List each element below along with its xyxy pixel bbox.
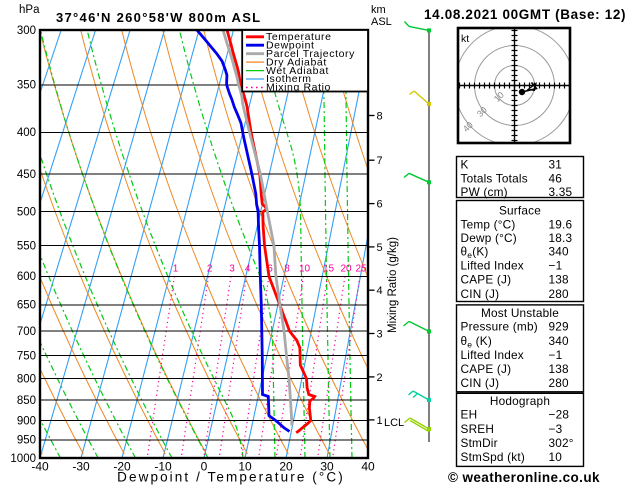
svg-text:14.08.2021 00GMT (Base: 12): 14.08.2021 00GMT (Base: 12) xyxy=(424,7,626,22)
svg-text:StmSpd (kt): StmSpd (kt) xyxy=(461,450,525,464)
svg-text:1: 1 xyxy=(173,264,179,275)
svg-text:Mixing Ratio: Mixing Ratio xyxy=(266,82,331,94)
svg-text:-20: -20 xyxy=(113,460,131,474)
svg-text:350: 350 xyxy=(17,80,36,92)
svg-text:© weatheronline.co.uk: © weatheronline.co.uk xyxy=(448,470,600,485)
svg-text:-30: -30 xyxy=(72,460,90,474)
svg-text:929: 929 xyxy=(549,320,569,334)
svg-text:Dry Adiabat: Dry Adiabat xyxy=(266,56,327,68)
svg-text:30: 30 xyxy=(320,460,334,474)
svg-text:Dewpoint / Temperature (°C): Dewpoint / Temperature (°C) xyxy=(117,470,345,485)
svg-text:8: 8 xyxy=(284,264,290,275)
svg-text:340: 340 xyxy=(549,244,570,258)
svg-text:EH: EH xyxy=(461,408,478,422)
svg-text:PW (cm): PW (cm) xyxy=(461,185,508,199)
svg-text:StmDir: StmDir xyxy=(461,436,498,450)
svg-text:3: 3 xyxy=(377,329,383,341)
svg-text:600: 600 xyxy=(17,271,36,283)
svg-text:Surface: Surface xyxy=(499,203,541,217)
svg-text:-40: -40 xyxy=(31,460,49,474)
svg-text:900: 900 xyxy=(17,415,36,427)
svg-text:CAPE (J): CAPE (J) xyxy=(461,273,512,287)
svg-text:Lifted Index: Lifted Index xyxy=(461,348,524,362)
svg-text:ASL: ASL xyxy=(371,16,392,28)
svg-text:3.35: 3.35 xyxy=(549,185,573,199)
svg-text:Temp (°C): Temp (°C) xyxy=(461,217,516,231)
svg-text:3: 3 xyxy=(229,264,235,275)
svg-text:18.3: 18.3 xyxy=(549,231,573,245)
svg-text:Lifted Index: Lifted Index xyxy=(461,258,524,272)
svg-text:950: 950 xyxy=(17,435,36,447)
svg-text:kt: kt xyxy=(461,33,469,45)
svg-text:550: 550 xyxy=(17,240,36,252)
svg-text:20: 20 xyxy=(340,264,352,275)
svg-text:280: 280 xyxy=(549,376,570,390)
svg-text:650: 650 xyxy=(17,300,36,312)
svg-text:Totals Totals: Totals Totals xyxy=(461,172,528,186)
svg-text:302°: 302° xyxy=(549,436,574,450)
svg-text:300: 300 xyxy=(17,25,36,37)
svg-text:6: 6 xyxy=(267,264,273,275)
svg-text:Pressure (mb): Pressure (mb) xyxy=(461,320,538,334)
svg-text:CAPE (J): CAPE (J) xyxy=(461,362,512,376)
svg-text:2: 2 xyxy=(377,372,383,384)
svg-text:Parcel Trajectory: Parcel Trajectory xyxy=(266,48,355,60)
svg-text:10: 10 xyxy=(238,460,252,474)
svg-text:138: 138 xyxy=(549,362,570,376)
svg-text:LCL: LCL xyxy=(384,417,404,429)
svg-text:−3: −3 xyxy=(549,422,563,436)
svg-text:−1: −1 xyxy=(549,348,563,362)
svg-text:700: 700 xyxy=(17,326,36,338)
svg-text:138: 138 xyxy=(549,273,570,287)
svg-text:15: 15 xyxy=(323,264,335,275)
svg-text:500: 500 xyxy=(17,206,36,218)
svg-text:37°46'N 260°58'W 800m ASL: 37°46'N 260°58'W 800m ASL xyxy=(56,10,261,25)
svg-text:750: 750 xyxy=(17,351,36,363)
svg-text:6: 6 xyxy=(377,199,383,211)
svg-text:CIN (J): CIN (J) xyxy=(461,287,500,301)
svg-text:19.6: 19.6 xyxy=(549,217,573,231)
svg-text:Dewpoint: Dewpoint xyxy=(266,40,315,52)
svg-text:1000: 1000 xyxy=(10,453,36,465)
svg-text:−28: −28 xyxy=(549,408,570,422)
svg-text:2: 2 xyxy=(207,264,213,275)
svg-text:10: 10 xyxy=(299,264,311,275)
svg-text:0: 0 xyxy=(201,460,208,474)
svg-text:Mixing Ratio (g/kg): Mixing Ratio (g/kg) xyxy=(387,237,399,333)
svg-text:40: 40 xyxy=(361,460,375,474)
svg-text:hPa: hPa xyxy=(19,4,40,16)
svg-text:CIN (J): CIN (J) xyxy=(461,376,500,390)
svg-text:−1: −1 xyxy=(549,258,563,272)
svg-text:8: 8 xyxy=(377,111,383,123)
svg-text:km: km xyxy=(371,4,386,16)
svg-text:K: K xyxy=(461,158,469,172)
svg-text:Isotherm: Isotherm xyxy=(266,73,312,85)
svg-text:Most Unstable: Most Unstable xyxy=(481,306,559,320)
svg-text:450: 450 xyxy=(17,169,36,181)
svg-text:400: 400 xyxy=(17,127,36,139)
svg-text:20: 20 xyxy=(279,460,293,474)
svg-text:Temperature: Temperature xyxy=(266,31,332,43)
svg-text:Dewp (°C): Dewp (°C) xyxy=(461,231,517,245)
svg-text:1: 1 xyxy=(377,415,383,427)
svg-text:280: 280 xyxy=(549,287,570,301)
svg-text:Wet Adiabat: Wet Adiabat xyxy=(266,65,329,77)
svg-text:7: 7 xyxy=(377,155,383,167)
svg-text:46: 46 xyxy=(549,172,563,186)
svg-text:θe(K): θe(K) xyxy=(461,244,489,259)
svg-text:800: 800 xyxy=(17,374,36,386)
svg-text:-10: -10 xyxy=(154,460,172,474)
svg-text:10: 10 xyxy=(549,450,563,464)
svg-text:4: 4 xyxy=(377,285,383,297)
svg-text:4: 4 xyxy=(245,264,251,275)
svg-text:5: 5 xyxy=(377,242,383,254)
svg-text:Hodograph: Hodograph xyxy=(490,394,550,408)
svg-text:31: 31 xyxy=(549,158,563,172)
svg-text:SREH: SREH xyxy=(461,422,495,436)
svg-text:850: 850 xyxy=(17,395,36,407)
svg-text:25: 25 xyxy=(355,264,367,275)
svg-text:340: 340 xyxy=(549,334,570,348)
